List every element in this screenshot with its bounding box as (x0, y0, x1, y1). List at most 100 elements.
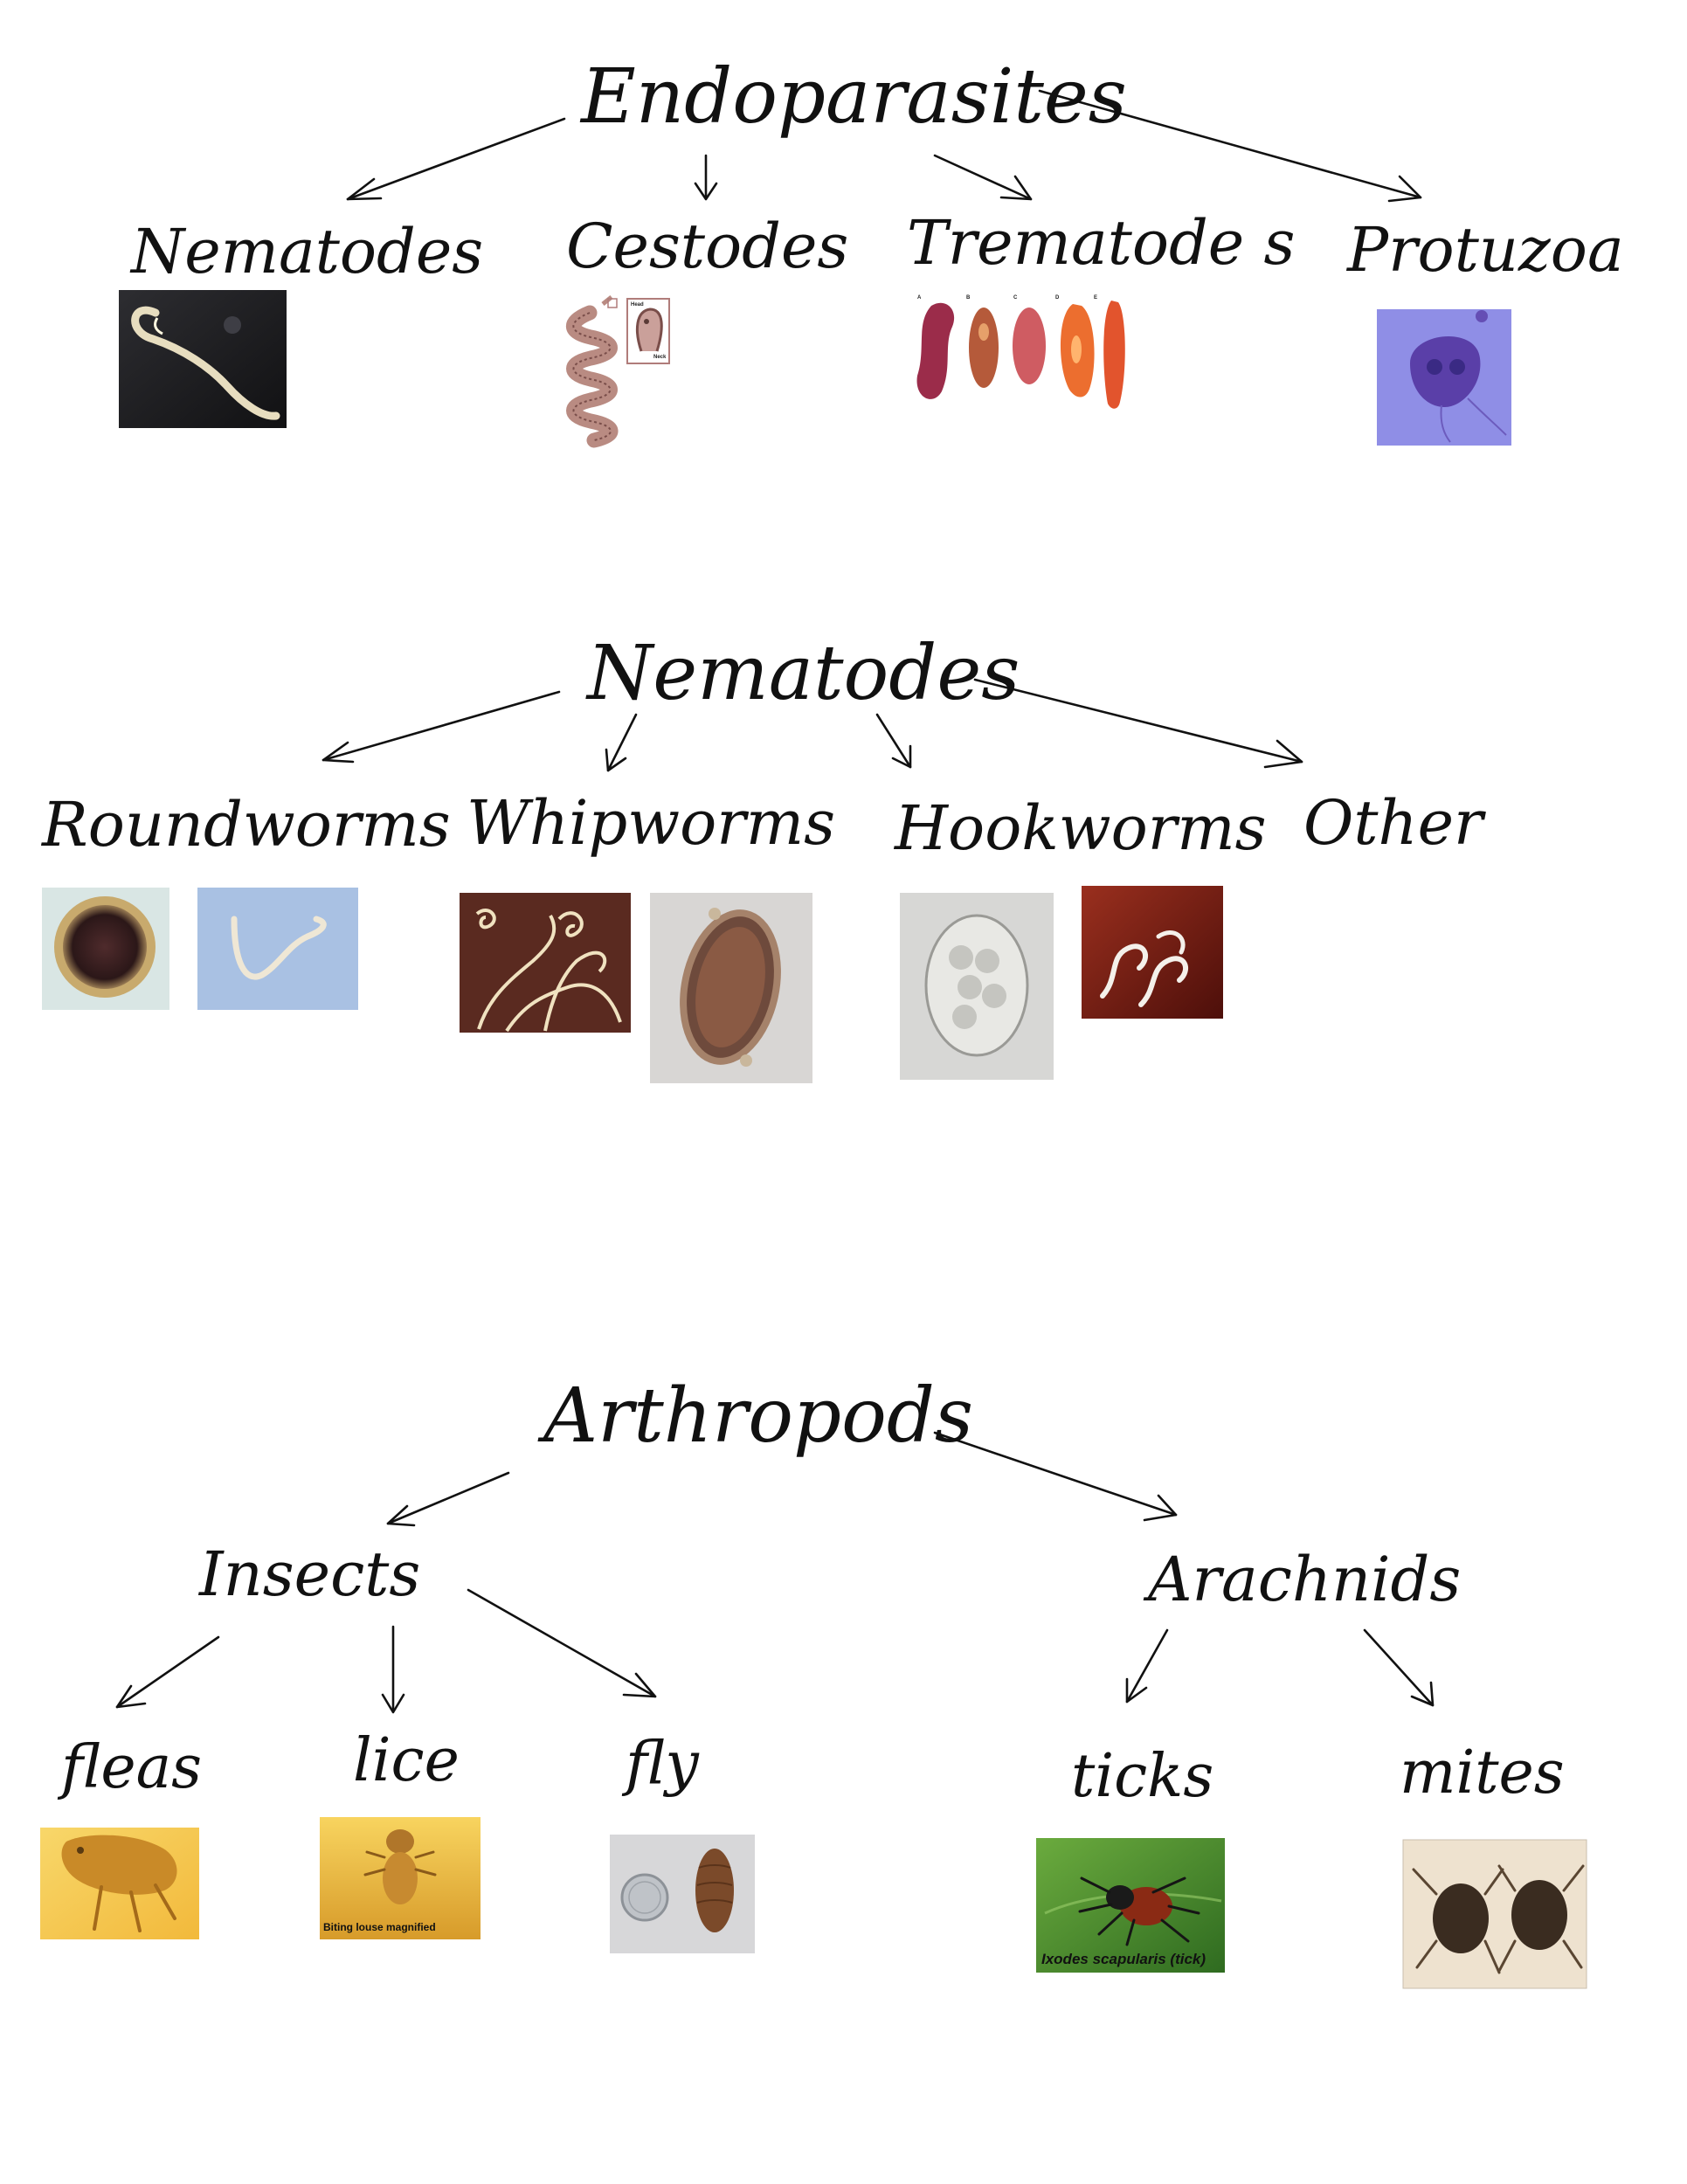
arrow-head-other (1263, 739, 1303, 769)
giardia-flagellum-1 (1467, 397, 1507, 436)
hookworm-egg-cell-2 (975, 949, 999, 973)
whipworm-egg-plug-top (709, 908, 721, 920)
fluke-c (1013, 308, 1046, 384)
fluke-e (1103, 301, 1125, 409)
fly-pupa (695, 1849, 734, 1932)
arrow-head-trematodes (999, 175, 1033, 201)
trematode-panel-label-b: B (966, 295, 971, 301)
trematode-panel-label-e: E (1094, 295, 1097, 301)
hookworms-photo-bg (1082, 886, 1223, 1019)
whipworm-strand-1 (477, 915, 557, 1030)
mite-legs (1412, 1864, 1585, 1974)
arthropods-arrows (386, 1431, 1178, 1527)
label-other: Other (1303, 787, 1486, 859)
coin-inner-ring (628, 1881, 661, 1914)
cestode-inset-label-head: Head (631, 302, 644, 308)
label-lice: lice (353, 1726, 460, 1795)
protozoa-small-cell (1476, 310, 1488, 322)
arrow-head-fly (622, 1672, 657, 1698)
arrow-head-insects (386, 1504, 416, 1527)
tapeworm-sucker (644, 319, 649, 324)
label-nematodes: Nematodes (129, 216, 483, 287)
arrow-head-nematodes (346, 177, 383, 201)
whipworm-coil-2 (557, 911, 584, 937)
tapeworm-segments (572, 312, 612, 441)
nematode-worm-shape (131, 306, 280, 420)
trematode-panel-label-d: D (1055, 295, 1060, 301)
label-protozoa: Protuzoa (1345, 214, 1624, 286)
label-mites: mites (1400, 1738, 1565, 1807)
arthropods-title: Arthropods (537, 1372, 973, 1460)
arrow-head-lice (381, 1693, 405, 1714)
arrow-to-whipworms (606, 713, 638, 772)
arrow-head-protozoa (1387, 175, 1422, 203)
arrow-to-ticks (1125, 1628, 1169, 1704)
whipworm-coil-1 (475, 909, 496, 930)
arrow-to-nematodes (346, 117, 566, 201)
nematodes-arrows (321, 678, 1303, 772)
giardia-nucleus-left (1427, 359, 1442, 375)
hookworm-egg-cell-3 (958, 975, 982, 999)
label-ticks: ticks (1071, 1742, 1213, 1811)
hookworm-egg-cell-4 (982, 984, 1006, 1008)
arrow-head-fleas (115, 1684, 147, 1709)
louse-micrograph: Biting louse magnified (320, 1817, 481, 1939)
whipworm-egg-plug-bottom (740, 1054, 752, 1067)
label-cestodes: Cestodes (566, 211, 848, 282)
arrow-to-hookworms (875, 713, 912, 769)
hookworm-1 (1100, 943, 1148, 999)
hookworm-egg-cell-5 (952, 1005, 977, 1029)
hookworm-2 (1138, 956, 1188, 1007)
arrow-head-roundworms (321, 741, 355, 764)
endoparasites-title: Endoparasites (579, 53, 1127, 141)
nematode-worm-photo (119, 290, 287, 428)
louse-head (386, 1829, 414, 1854)
arrow-to-arachnids (933, 1431, 1178, 1517)
arrow-head-cestodes (694, 182, 718, 201)
tick-photo: Ixodes scapularis (tick) (1036, 1838, 1225, 1973)
flea-eye (77, 1847, 84, 1854)
fluke-a (916, 302, 955, 399)
arrow-to-other (973, 678, 1303, 764)
arachnids-arrows (1125, 1628, 1435, 1707)
fly-pupa-and-coin-photo (610, 1835, 755, 1953)
arrow-to-trematodes (933, 154, 1033, 201)
tapeworm-illustration: Head Neck (566, 295, 670, 448)
tick-caption: Ixodes scapularis (tick) (1041, 1951, 1206, 1967)
section-nematodes: Nematodes Roundworms Whipworms Hookworms… (40, 630, 1486, 1083)
tapeworm-scolex (635, 308, 663, 352)
whipworm-strand-3 (543, 950, 607, 1032)
cestode-inset-label-neck: Neck (653, 355, 667, 360)
nematodes-title: Nematodes (585, 630, 1020, 717)
trematode-panel-label-c: C (1013, 295, 1018, 301)
tick-legs (1078, 1876, 1200, 1946)
roundworm-shape (231, 916, 327, 980)
louse-legs (363, 1850, 437, 1876)
arrow-head-arachnids (1143, 1494, 1178, 1522)
label-trematodes: Trematode s (907, 207, 1295, 279)
whipworm-egg-core (695, 927, 765, 1047)
fluke-d-detail (1071, 335, 1082, 363)
label-fly: fly (621, 1730, 700, 1799)
arrow-to-fly (467, 1588, 657, 1698)
whipworms-photo (460, 893, 631, 1033)
arrow-head-mites (1410, 1681, 1435, 1707)
fluke-specimens-photo: A B C D E (916, 295, 1125, 409)
label-whipworms: Whipworms (467, 787, 835, 859)
fluke-b (969, 308, 999, 388)
hookworm-egg-micrograph (900, 893, 1054, 1080)
flea-micrograph (40, 1828, 199, 1939)
arrow-to-fleas (115, 1635, 220, 1709)
insects-arrows (115, 1588, 657, 1714)
roundworm-photo (197, 888, 358, 1010)
hookworm-egg-cell-1 (949, 945, 973, 970)
flea-legs (93, 1883, 176, 1932)
louse-caption: Biting louse magnified (323, 1921, 436, 1933)
whipworm-egg-micrograph (650, 893, 812, 1083)
label-hookworms: Hookworms (893, 792, 1267, 864)
roundworm-photo-bg (197, 888, 358, 1010)
label-insects: Insects (197, 1538, 420, 1610)
section-arthropods: Arthropods Insects Arachnids fleas lice … (40, 1372, 1587, 1989)
arrow-head-whipworms (605, 748, 627, 772)
